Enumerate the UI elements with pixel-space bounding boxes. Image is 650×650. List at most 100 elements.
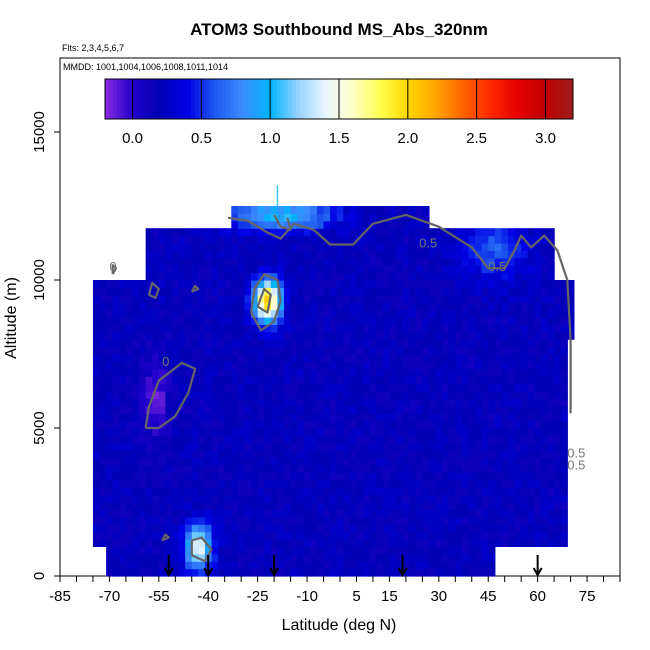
heatmap-cell [112,428,120,436]
heatmap-cell [158,243,167,251]
heatmap-cell [158,265,167,274]
heatmap-cell [277,398,285,407]
heatmap-cell [382,220,391,229]
heatmap-cell [158,354,167,362]
heatmap-cell [106,361,114,370]
heatmap-cell [310,317,318,325]
heatmap-cell [376,561,384,570]
heatmap-cell [448,391,456,399]
heatmap-cell [270,339,279,348]
heatmap-cell [369,235,377,244]
heatmap-cell [330,243,338,251]
heatmap-cell [119,376,127,385]
heatmap-cell [382,509,391,518]
heatmap-cell [92,383,101,392]
heatmap-cell [185,516,193,525]
heatmap-cell [336,346,344,355]
heatmap-cell [461,428,470,436]
heatmap-cell [310,487,318,496]
heatmap-cell [132,457,140,466]
heatmap-cell [224,405,232,414]
heatmap-cell [145,398,153,407]
heatmap-cell [132,502,140,510]
heatmap-cell [323,324,331,333]
heatmap-cell [277,228,285,237]
heatmap-cell [119,553,127,562]
heatmap-cell [343,376,351,385]
heatmap-cell [112,435,120,444]
heatmap-cell [521,309,529,318]
heatmap-cell [218,457,226,466]
heatmap-cell [415,235,423,244]
heatmap-cell [435,376,443,385]
colorbar-swatch [112,79,118,119]
heatmap-cell [554,302,562,311]
heatmap-cell [521,302,529,311]
heatmap-cell [251,546,259,555]
heatmap-cell [92,450,101,459]
heatmap-cell [461,383,470,392]
heatmap-cell [218,317,226,325]
heatmap-cell [356,346,364,355]
heatmap-cell [303,243,311,251]
heatmap-cell [514,487,522,496]
heatmap-cell [330,487,338,496]
colorbar-swatch [323,79,328,119]
colorbar-swatch [214,79,219,119]
heatmap-cell [461,472,470,481]
heatmap-cell [540,287,549,296]
heatmap-cell [224,435,232,444]
heatmap-cell [521,294,529,303]
contour-label: 0.5 [488,259,506,274]
heatmap-cell [125,383,134,392]
heatmap-cell [106,346,114,355]
heatmap-cell [106,287,114,296]
heatmap-cell [224,376,232,385]
heatmap-cell [369,354,377,362]
heatmap-cell [488,257,496,266]
heatmap-cell [409,502,417,510]
heatmap-cell [435,250,443,259]
heatmap-cell [264,450,272,459]
heatmap-cell [231,479,239,488]
y-tick-label: 10000 [31,259,48,301]
heatmap-cell [330,250,338,259]
heatmap-cell [316,398,325,407]
heatmap-cell [488,302,496,311]
colorbar-swatch [311,79,317,119]
heatmap-cell [145,442,153,451]
heatmap-cell [402,346,410,355]
heatmap-cell [277,472,285,481]
heatmap-cell [363,250,371,259]
heatmap-cell [257,457,265,466]
heatmap-cell [310,405,318,414]
heatmap-cell [435,368,443,377]
heatmap-cell [125,317,134,325]
heatmap-cell [560,294,568,303]
heatmap-cell [152,531,160,540]
heatmap-cell [461,516,470,525]
heatmap-cell [251,442,259,451]
heatmap-cell [218,376,226,385]
heatmap-cell [514,331,522,340]
heatmap-cell [415,220,423,229]
heatmap-cell [369,516,377,525]
heatmap-cell [428,420,437,429]
heatmap-cell [218,472,226,481]
contour-0.5-top-cap [273,214,292,231]
heatmap-cell [481,465,489,473]
heatmap-cell [185,405,193,414]
heatmap-cell [356,465,364,473]
heatmap-cell [330,309,338,318]
heatmap-cell [316,243,325,251]
heatmap-cell [389,294,397,303]
heatmap-cell [382,287,391,296]
heatmap-cell [527,494,535,503]
contour-lines: 00.50.500.50.5 [109,185,585,563]
heatmap-cell [323,568,331,577]
heatmap-cell [448,531,456,540]
heatmap-cell [165,361,173,370]
heatmap-cell [442,272,450,281]
heatmap-cell [303,391,311,399]
heatmap-cell [139,317,147,325]
